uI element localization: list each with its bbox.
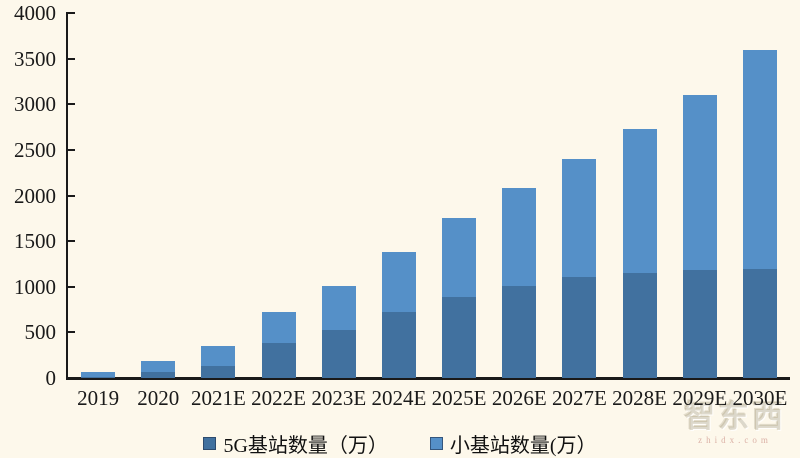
bar-segment-5g — [321, 329, 356, 378]
x-tick-label: 2027E — [551, 386, 607, 410]
legend-item-5g: 5G基站数量（万） — [203, 429, 388, 458]
x-axis-line — [66, 377, 790, 380]
bar-segment-small-cell — [381, 252, 416, 313]
y-axis-tick — [66, 148, 75, 151]
chart-legend: 5G基站数量（万） 小基站数量(万） — [0, 429, 800, 458]
y-axis-tick — [66, 57, 75, 60]
bar-segment-small-cell — [682, 95, 717, 271]
x-tick-label: 2019 — [77, 386, 120, 410]
x-tick-label: 2023E — [311, 386, 367, 410]
x-tick-label: 2030E — [732, 386, 788, 410]
bar-segment-small-cell — [141, 360, 176, 372]
bar-segment-5g — [81, 376, 116, 378]
bar-segment-small-cell — [622, 128, 657, 274]
bar-segment-5g — [442, 296, 477, 378]
y-axis-tick — [66, 240, 75, 243]
x-tick-label: 2022E — [251, 386, 306, 410]
bar-segment-small-cell — [742, 49, 777, 269]
y-tick-label: 500 — [24, 320, 57, 345]
bar-segment-small-cell — [261, 312, 296, 344]
legend-item-small-cell: 小基站数量(万） — [429, 429, 597, 458]
bar-segment-5g — [502, 285, 537, 378]
x-tick-label: 2024E — [371, 386, 427, 410]
bar-segment-5g — [622, 273, 657, 378]
legend-swatch-icon — [203, 437, 217, 450]
y-tick-label: 0 — [45, 366, 57, 390]
bar-segment-small-cell — [81, 371, 116, 377]
y-tick-label: 1000 — [14, 274, 56, 299]
x-tick-label: 2028E — [612, 386, 667, 410]
bar-segment-small-cell — [502, 188, 537, 286]
x-tick-label: 2026E — [491, 386, 547, 410]
y-axis-line — [66, 13, 68, 380]
x-tick-label: 2025E — [431, 386, 487, 410]
x-tick-label: 2020 — [137, 386, 180, 410]
bar-segment-5g — [682, 270, 717, 378]
legend-label: 5G基站数量（万） — [223, 435, 388, 457]
bar-segment-5g — [381, 312, 416, 378]
y-tick-label: 1500 — [14, 229, 56, 254]
x-tick-label: 2021E — [190, 386, 246, 410]
x-tick-label: 2029E — [672, 386, 728, 410]
bar-segment-5g — [742, 268, 777, 378]
bar-segment-5g — [562, 276, 597, 378]
y-axis-tick — [66, 331, 75, 334]
legend-label: 小基站数量(万） — [449, 435, 597, 457]
y-tick-label: 3500 — [14, 46, 56, 71]
y-axis-tick — [66, 194, 75, 197]
y-tick-label: 4000 — [14, 1, 56, 25]
y-tick-label: 2500 — [14, 137, 56, 162]
legend-swatch-icon — [429, 437, 443, 450]
bar-segment-small-cell — [201, 346, 236, 367]
bar-segment-small-cell — [442, 218, 477, 297]
y-axis-tick — [66, 12, 75, 14]
y-axis-tick — [66, 285, 75, 288]
y-tick-label: 2000 — [14, 183, 56, 208]
bar-segment-5g — [201, 366, 236, 378]
bar-segment-small-cell — [562, 159, 597, 277]
y-axis-tick — [66, 377, 75, 379]
bar-segment-5g — [141, 371, 176, 378]
bar-segment-small-cell — [321, 285, 356, 330]
y-tick-label: 3000 — [14, 92, 56, 117]
bar-segment-5g — [261, 343, 296, 378]
y-axis-tick — [66, 103, 75, 106]
